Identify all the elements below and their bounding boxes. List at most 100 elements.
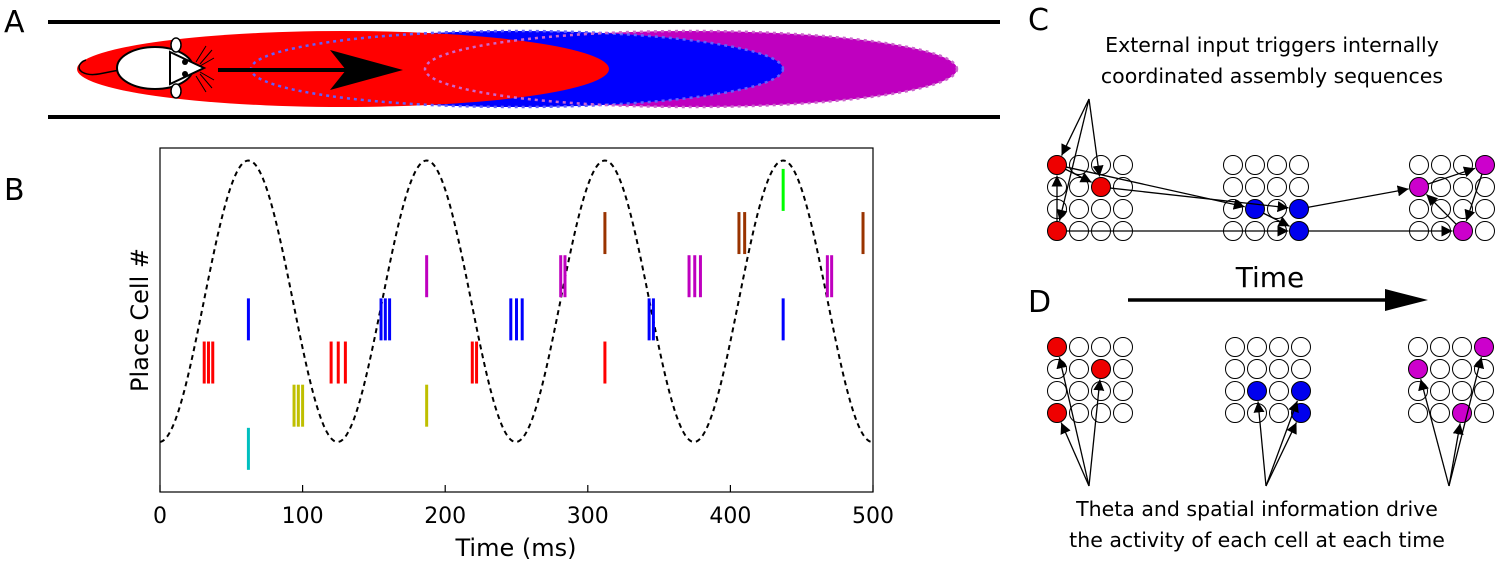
- neuron-inactive: [1452, 337, 1472, 357]
- neuron-inactive: [1409, 155, 1429, 175]
- neuron-inactive: [1225, 359, 1245, 379]
- assembly-grids-d: [1047, 337, 1494, 423]
- arrow: [1056, 98, 1090, 221]
- sequence-arrows-c: [1051, 98, 1483, 237]
- neuron-inactive: [1113, 155, 1133, 175]
- neuron-inactive: [1113, 199, 1133, 219]
- theta-wave: [160, 159, 873, 443]
- panel-a-label: A: [4, 5, 25, 40]
- arrow: [1056, 357, 1090, 487]
- arrow: [1253, 401, 1267, 487]
- y-axis-label: Place Cell #: [126, 248, 154, 392]
- arrow: [1448, 357, 1485, 487]
- neuron-inactive: [1475, 177, 1495, 197]
- arrow: [1427, 166, 1476, 185]
- x-tick-label: 500: [852, 504, 894, 529]
- neuron-inactive: [1069, 381, 1089, 401]
- neuron-inactive: [1431, 155, 1451, 175]
- arrow-right-icon: [218, 50, 403, 90]
- neuron-active: [1047, 337, 1067, 357]
- neuron-inactive: [1113, 337, 1133, 357]
- neuron-inactive: [1453, 177, 1473, 197]
- neuron-inactive: [1069, 337, 1089, 357]
- neuron-inactive: [1475, 221, 1495, 241]
- neuron-inactive: [1247, 359, 1267, 379]
- neuron-inactive: [1430, 381, 1450, 401]
- neuron-inactive: [1474, 403, 1494, 423]
- neuron-inactive: [1113, 403, 1133, 423]
- rat-icon: [78, 37, 215, 99]
- neuron-inactive: [1289, 155, 1309, 175]
- neuron-inactive: [1091, 403, 1111, 423]
- neuron-inactive: [1269, 359, 1289, 379]
- panel-d-caption-line2: the activity of each cell at each time: [1069, 528, 1445, 552]
- neuron-inactive: [1113, 177, 1133, 197]
- arrow: [1060, 422, 1090, 487]
- neuron-inactive: [1291, 337, 1311, 357]
- panel-c-caption-line2: coordinated assembly sequences: [1101, 64, 1443, 88]
- neuron-inactive: [1091, 381, 1111, 401]
- neuron-inactive: [1247, 403, 1267, 423]
- neuron-active: [1091, 359, 1111, 379]
- neuron-inactive: [1430, 337, 1450, 357]
- place-field-magenta-outline: [423, 29, 959, 109]
- arrow: [1088, 98, 1104, 177]
- neuron-active: [1247, 381, 1267, 401]
- neuron-inactive: [1069, 359, 1089, 379]
- neuron-inactive: [1269, 337, 1289, 357]
- neuron-inactive: [1269, 381, 1289, 401]
- arrow: [1418, 378, 1450, 487]
- neuron-active: [1245, 199, 1265, 219]
- neuron-active: [1291, 403, 1311, 423]
- neuron-active: [1289, 199, 1309, 219]
- arrow: [1308, 185, 1409, 208]
- neuron-active: [1291, 381, 1311, 401]
- arrow: [1448, 423, 1464, 487]
- x-tick-label: 300: [567, 504, 609, 529]
- arrow: [1265, 422, 1298, 487]
- neuron-inactive: [1408, 381, 1428, 401]
- neuron-inactive: [1225, 403, 1245, 423]
- neuron-active: [1289, 221, 1309, 241]
- arrow: [1060, 98, 1090, 156]
- neuron-inactive: [1223, 177, 1243, 197]
- arrow: [1110, 187, 1289, 213]
- panel-c-caption-line1: External input triggers internally: [1105, 33, 1439, 57]
- neuron-inactive: [1069, 403, 1089, 423]
- neuron-inactive: [1091, 155, 1111, 175]
- neuron-inactive: [1291, 359, 1311, 379]
- panel-a: A: [4, 5, 1000, 119]
- neuron-inactive: [1247, 337, 1267, 357]
- neuron-active: [1475, 155, 1495, 175]
- x-ticks: 0 100 200 300 400 500: [153, 485, 894, 529]
- plot-frame: [159, 147, 874, 493]
- neuron-inactive: [1408, 337, 1428, 357]
- neuron-inactive: [1475, 199, 1495, 219]
- neuron-inactive: [1452, 381, 1472, 401]
- neuron-inactive: [1267, 155, 1287, 175]
- arrow: [1263, 212, 1290, 227]
- neuron-inactive: [1409, 199, 1429, 219]
- neuron-inactive: [1091, 337, 1111, 357]
- neuron-inactive: [1474, 381, 1494, 401]
- panel-d-label: D: [1028, 285, 1051, 320]
- arrow: [1464, 173, 1483, 222]
- x-axis-label: Time (ms): [455, 534, 577, 562]
- neuron-inactive: [1223, 155, 1243, 175]
- neuron-inactive: [1225, 381, 1245, 401]
- time-arrow-icon: [1128, 289, 1428, 311]
- panel-d: D Time Theta and spatial information dri…: [1028, 261, 1494, 552]
- arrow: [1265, 400, 1299, 487]
- neuron-inactive: [1289, 177, 1309, 197]
- arrow: [1065, 168, 1092, 183]
- spike-raster: [202, 168, 865, 470]
- panel-b-label: B: [4, 173, 25, 208]
- neuron-active: [1047, 403, 1067, 423]
- x-tick-label: 0: [153, 504, 167, 529]
- panel-c: C External input triggers internally coo…: [1028, 3, 1495, 241]
- neuron-inactive: [1245, 155, 1265, 175]
- x-tick-label: 200: [424, 504, 466, 529]
- neuron-inactive: [1269, 403, 1289, 423]
- neuron-inactive: [1430, 403, 1450, 423]
- arrow: [1088, 379, 1105, 487]
